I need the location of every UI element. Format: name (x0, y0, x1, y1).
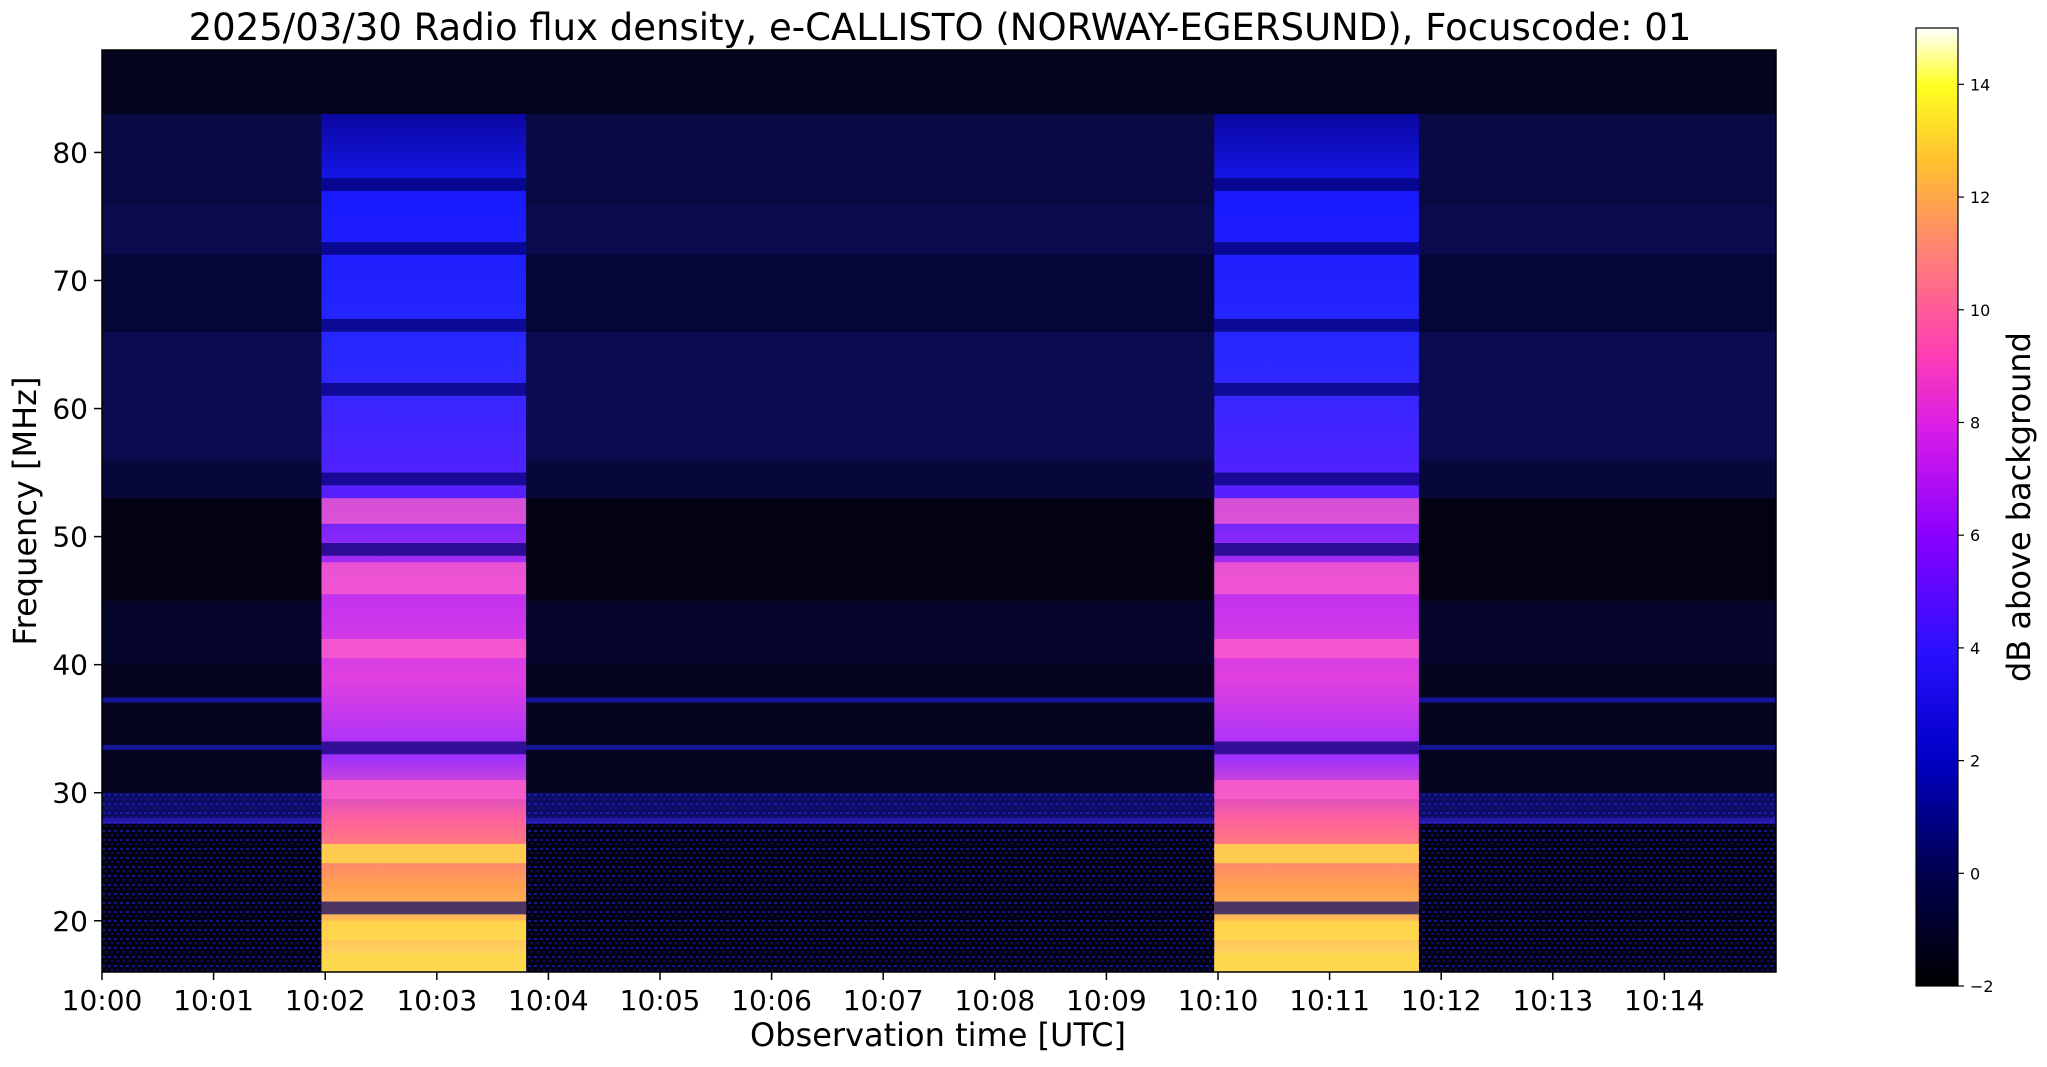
calibration-stripe (1214, 562, 1419, 595)
y-tick-label: 60 (52, 393, 88, 426)
y-tick-label: 80 (52, 136, 88, 169)
calibration-stripe (1214, 920, 1419, 940)
x-tick-label: 10:02 (285, 984, 366, 1017)
calibration-blocks (321, 114, 1419, 973)
calibration-stripe (321, 562, 527, 595)
colorbar-tick-label: 14 (1970, 75, 1990, 94)
colorbar-tick-label: 12 (1970, 188, 1990, 207)
x-tick-label: 10:10 (1178, 984, 1259, 1017)
background-band (102, 50, 1776, 115)
calibration-stripe (1214, 779, 1419, 800)
calibration-stripe (1214, 952, 1419, 972)
calibration-gap (1214, 543, 1419, 556)
y-axis-label: Frequency [MHz] (6, 377, 44, 646)
x-tick-label: 10:07 (843, 984, 924, 1017)
x-axis-ticks: 10:00 10:01 10:02 10:03 10:04 10:05 10:06 10:07… (62, 972, 1705, 1017)
x-tick-label: 10:08 (954, 984, 1035, 1017)
calibration-gap (1214, 741, 1419, 755)
rfi-line (102, 817, 1776, 824)
calibration-stripe (321, 498, 527, 524)
y-tick-label: 70 (52, 265, 88, 298)
colorbar-label: dB above background (2000, 332, 2038, 682)
calibration-stripe (321, 920, 527, 940)
calibration-stripe (1214, 498, 1419, 524)
calibration-gap (1214, 242, 1419, 255)
x-tick-label: 10:12 (1401, 984, 1482, 1017)
calibration-gap (1214, 178, 1419, 191)
colorbar-tick-label: 0 (1970, 864, 1980, 883)
calibration-gap (321, 901, 527, 915)
plot-area: 10:00 10:01 10:02 10:03 10:04 10:05 10:06 10:07… (52, 49, 1777, 1017)
x-tick-label: 10:00 (62, 984, 143, 1017)
x-tick-label: 10:11 (1289, 984, 1370, 1017)
calibration-gap (321, 318, 527, 332)
calibration-gap (321, 543, 527, 556)
y-tick-label: 40 (52, 649, 88, 682)
colorbar-tick-label: 8 (1970, 413, 1980, 432)
calibration-stripe (321, 779, 527, 800)
calibration-gap (321, 178, 527, 191)
calibration-gap (321, 741, 527, 755)
rfi-line (102, 744, 1776, 750)
colorbar: 14 12 10 8 6 4 2 0 −2 dB above background (1915, 27, 2038, 996)
calibration-gap (321, 242, 527, 255)
y-axis-ticks: 20 30 40 50 60 70 80 (52, 136, 102, 938)
y-tick-label: 20 (52, 905, 88, 938)
calibration-gap (321, 382, 527, 396)
calibration-gap (1214, 901, 1419, 915)
colorbar-tick-label: 6 (1970, 526, 1980, 545)
calibration-stripe (321, 952, 527, 972)
colorbar-gradient (1915, 27, 1959, 987)
x-tick-label: 10:13 (1512, 984, 1593, 1017)
colorbar-ticks: 14 12 10 8 6 4 2 0 −2 (1958, 75, 1994, 996)
x-axis-label: Observation time [UTC] (750, 1016, 1126, 1054)
x-tick-label: 10:04 (508, 984, 589, 1017)
colorbar-tick-label: −2 (1970, 977, 1994, 996)
calibration-stripe (321, 639, 527, 659)
calibration-gap (1214, 318, 1419, 332)
colorbar-tick-label: 4 (1970, 639, 1980, 658)
calibration-stripe (1214, 639, 1419, 659)
x-tick-label: 10:05 (620, 984, 701, 1017)
calibration-gap (321, 472, 527, 486)
calibration-stripe (1214, 843, 1419, 864)
y-tick-label: 50 (52, 521, 88, 554)
y-tick-label: 30 (52, 777, 88, 810)
colorbar-tick-label: 10 (1970, 301, 1990, 320)
calibration-gap (1214, 472, 1419, 486)
colorbar-tick-label: 2 (1970, 752, 1980, 771)
rfi-line (102, 697, 1776, 703)
x-tick-label: 10:06 (731, 984, 812, 1017)
calibration-stripe (321, 843, 527, 864)
x-tick-label: 10:01 (173, 984, 254, 1017)
plot-frame (101, 49, 1777, 973)
chart-title: 2025/03/30 Radio flux density, e-CALLIST… (189, 6, 1692, 49)
x-tick-label: 10:03 (396, 984, 477, 1017)
calibration-gap (1214, 382, 1419, 396)
x-tick-label: 10:09 (1066, 984, 1147, 1017)
x-tick-label: 10:14 (1624, 984, 1705, 1017)
